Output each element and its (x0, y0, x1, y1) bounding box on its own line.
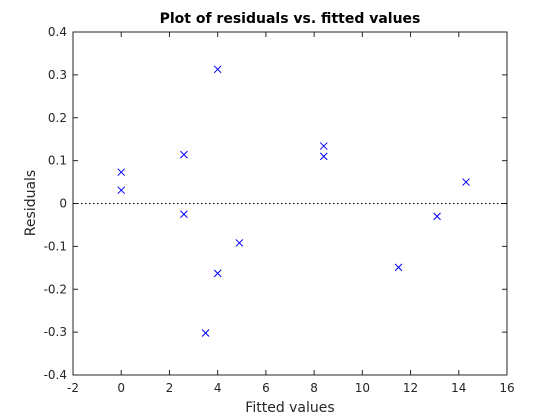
data-point-marker (117, 186, 126, 195)
x-tick-label: 12 (403, 381, 418, 395)
y-tick-label: 0.2 (48, 111, 67, 125)
x-tick-label: 4 (214, 381, 222, 395)
y-tick-label: -0.4 (44, 368, 67, 382)
x-tick-label: 6 (262, 381, 270, 395)
data-point-marker (433, 212, 441, 221)
data-point-marker (235, 239, 244, 247)
x-tick-label: 10 (355, 381, 370, 395)
data-point-marker (213, 65, 222, 74)
y-tick-label: -0.3 (44, 325, 67, 339)
y-tick-label: 0.1 (48, 154, 67, 168)
x-tick-label: 0 (117, 381, 125, 395)
x-tick-label: 14 (451, 381, 466, 395)
y-tick-label: 0.4 (48, 25, 67, 39)
y-tick-label: -0.2 (44, 282, 67, 296)
chart-title: Plot of residuals vs. fitted values (160, 11, 421, 27)
x-axis-title: Fitted values (245, 400, 334, 416)
x-tick-label: 2 (166, 381, 174, 395)
data-point-marker (394, 263, 403, 272)
data-point-marker (201, 329, 210, 337)
x-tick-label: 8 (310, 381, 318, 395)
x-tick-label: 16 (499, 381, 514, 395)
y-tick-label: 0 (59, 197, 67, 211)
y-tick-label: 0.3 (48, 68, 67, 82)
data-point-marker (117, 168, 126, 177)
data-point-marker (180, 210, 188, 219)
x-tick-label: -2 (67, 381, 79, 395)
data-point-marker (462, 178, 470, 186)
data-point-marker (213, 269, 222, 278)
y-axis-title: Residuals (23, 170, 39, 236)
plot-area-group: -2 0 2 4 6 8 10 12 14 16 -0.4 -0.3 -0.2 -0.1 0 0.1 0.2 0.… (44, 25, 515, 395)
data-point-marker (180, 150, 188, 159)
y-tick-label: -0.1 (44, 239, 67, 253)
data-point-marker (319, 142, 328, 150)
data-point-marker (319, 152, 328, 161)
